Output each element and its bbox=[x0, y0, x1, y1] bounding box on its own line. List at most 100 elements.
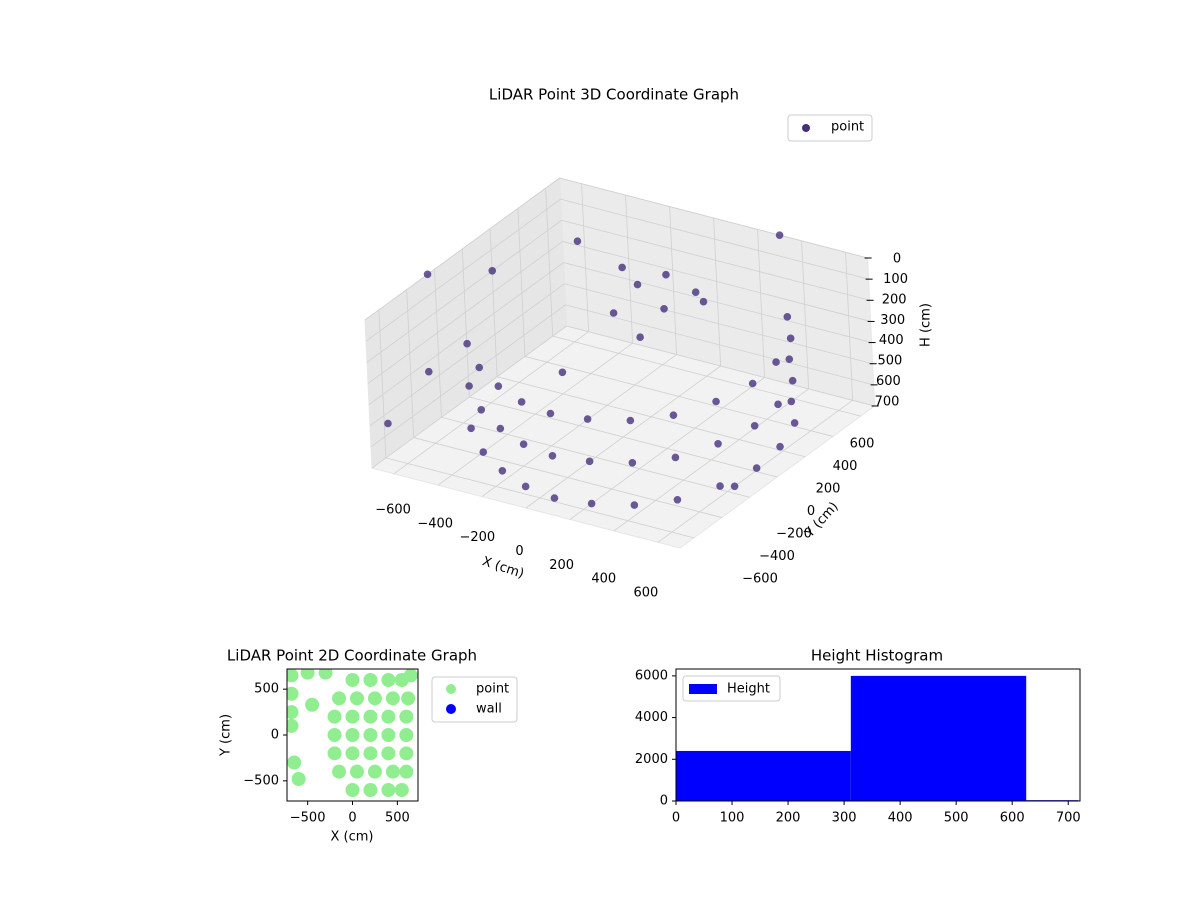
legend-label: Height bbox=[727, 682, 770, 697]
point bbox=[385, 691, 400, 706]
point bbox=[496, 424, 505, 433]
point bbox=[363, 783, 378, 797]
point bbox=[573, 237, 582, 246]
point bbox=[287, 755, 302, 770]
x-tick-label: −600 bbox=[375, 502, 411, 517]
grid-line bbox=[489, 228, 498, 377]
grid-line bbox=[413, 437, 722, 518]
point bbox=[626, 416, 635, 425]
grid-line bbox=[713, 217, 721, 367]
grid-line bbox=[371, 325, 567, 469]
x-tick-label: 300 bbox=[832, 811, 857, 826]
x-tick-label: 400 bbox=[591, 572, 616, 587]
point bbox=[669, 411, 678, 419]
point bbox=[519, 440, 528, 448]
point bbox=[287, 686, 299, 701]
point bbox=[327, 709, 342, 724]
point bbox=[558, 368, 567, 377]
point bbox=[287, 669, 299, 683]
point bbox=[498, 466, 507, 475]
grid-line bbox=[625, 195, 633, 344]
grid-line bbox=[559, 177, 868, 259]
point bbox=[630, 501, 639, 509]
point bbox=[291, 772, 306, 786]
grid-line bbox=[581, 183, 589, 332]
grid-line bbox=[461, 248, 470, 398]
x-tick-label: −200 bbox=[459, 530, 495, 545]
grid-line bbox=[562, 241, 871, 322]
point bbox=[399, 764, 414, 779]
point bbox=[662, 270, 670, 279]
grid-line bbox=[517, 208, 526, 357]
point bbox=[714, 439, 722, 448]
z-tick-label: 500 bbox=[877, 354, 902, 369]
point bbox=[585, 457, 594, 466]
axes-frame bbox=[675, 668, 1081, 802]
x-tick-label: 200 bbox=[776, 811, 801, 826]
legend-box bbox=[787, 114, 873, 142]
y-tick-label: 0 bbox=[660, 794, 668, 809]
grid-line bbox=[469, 396, 778, 478]
point bbox=[349, 764, 364, 779]
point bbox=[287, 718, 299, 733]
point bbox=[363, 728, 378, 742]
point bbox=[712, 397, 720, 406]
point bbox=[367, 691, 382, 706]
point bbox=[587, 499, 596, 508]
z-tick-label: 700 bbox=[875, 395, 900, 410]
legend-label: wall bbox=[476, 702, 502, 717]
point bbox=[384, 419, 392, 428]
y-tick-label: 200 bbox=[816, 481, 841, 496]
y-tick-label: 2000 bbox=[635, 752, 668, 767]
x-tick-label: 500 bbox=[385, 811, 410, 826]
grid-line bbox=[378, 309, 387, 458]
x-tick-label: 0 bbox=[672, 811, 680, 826]
x-tick-label: 500 bbox=[944, 811, 969, 826]
x-tick-label: 0 bbox=[348, 811, 356, 826]
z-tick-label: 200 bbox=[882, 292, 907, 307]
point bbox=[367, 764, 382, 779]
y-tick-label: 4000 bbox=[635, 710, 668, 725]
x-tick-label: 100 bbox=[720, 811, 745, 826]
x-tick-label: 400 bbox=[888, 811, 913, 826]
point bbox=[788, 376, 797, 385]
legend-label: point bbox=[831, 120, 864, 135]
point bbox=[716, 482, 724, 490]
point bbox=[327, 728, 342, 742]
grid-line bbox=[561, 219, 870, 301]
grid-line bbox=[434, 269, 442, 418]
point bbox=[305, 697, 320, 712]
point bbox=[345, 709, 360, 724]
point bbox=[385, 764, 400, 779]
point bbox=[318, 669, 333, 680]
point bbox=[776, 442, 784, 451]
y-tick-label: 0 bbox=[807, 504, 815, 519]
x-tick-label: −500 bbox=[290, 811, 326, 826]
grid-line bbox=[385, 457, 695, 539]
legend-marker bbox=[446, 684, 456, 694]
point bbox=[772, 358, 780, 366]
point bbox=[345, 728, 360, 742]
x-tick-label: 700 bbox=[1056, 811, 1081, 826]
point bbox=[327, 746, 342, 761]
grid-line bbox=[564, 283, 873, 365]
point bbox=[775, 231, 784, 239]
y-tick-label: 0 bbox=[271, 728, 279, 743]
point bbox=[748, 379, 757, 388]
point bbox=[691, 288, 700, 297]
y-tick-label: −500 bbox=[243, 773, 279, 788]
point bbox=[425, 367, 433, 376]
point bbox=[345, 673, 360, 687]
point bbox=[750, 421, 759, 430]
legend-marker bbox=[802, 124, 810, 132]
point bbox=[783, 313, 792, 321]
z-axis-label: H (cm) bbox=[919, 303, 934, 347]
grid-line bbox=[370, 304, 566, 448]
grid-line bbox=[364, 177, 560, 321]
legend-label: point bbox=[476, 682, 509, 697]
y-tick-label: −400 bbox=[759, 549, 795, 564]
point bbox=[790, 419, 799, 427]
point bbox=[548, 451, 557, 460]
grid-line bbox=[669, 206, 677, 355]
